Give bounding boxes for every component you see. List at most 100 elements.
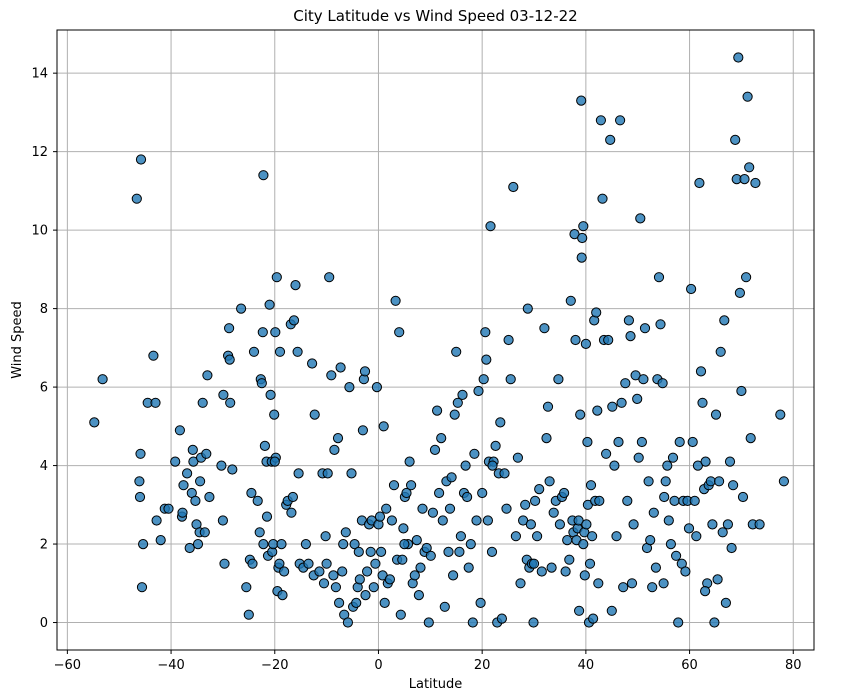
y-axis-ticks: 0 2 4 6 8 10 12 14 [31,67,57,631]
data-point [444,503,456,514]
data-point [720,597,732,609]
data-point [585,480,597,491]
data-point [340,527,351,538]
data-point [439,601,450,612]
data-point [508,181,519,193]
data-point [565,295,576,306]
data-point [734,287,746,298]
data-point [395,609,406,620]
data-point [584,558,596,569]
data-point [607,401,618,412]
data-point [155,535,166,546]
data-point [322,468,333,479]
data-point [632,393,643,404]
data-point [270,327,281,338]
data-point [655,319,666,330]
data-point [623,315,635,326]
data-point [775,409,786,420]
data-point [499,468,510,479]
data-point [580,338,592,349]
data-point [481,354,492,365]
data-point [478,374,489,385]
data-point [276,539,287,550]
y-tick-label: 6 [40,381,48,396]
data-point [665,539,677,550]
data-point [397,554,408,565]
data-point [434,487,445,499]
y-tick-label: 12 [31,145,48,160]
data-point [724,456,736,467]
data-point [184,542,195,554]
data-point [722,519,734,530]
data-point [241,582,252,593]
data-point [633,452,644,463]
data-point [195,476,206,487]
y-tick-label: 10 [31,224,48,239]
data-point [736,385,747,397]
data-point [505,374,516,385]
chart-title: City Latitude vs Wind Speed 03-12-22 [293,7,577,25]
data-point [477,487,488,499]
data-point [97,374,108,385]
data-point [605,134,616,145]
data-point [591,307,602,318]
data-point [338,539,349,550]
data-point [697,397,708,408]
data-point [577,232,588,244]
data-point [564,554,575,565]
data-point [406,480,417,491]
data-point [534,484,545,495]
plot-frame [56,29,815,651]
data-point [256,378,267,389]
data-point [390,295,401,306]
data-point [378,421,389,432]
data-point [449,409,460,420]
data-point [274,558,285,569]
data-point [680,566,691,577]
data-point [192,539,204,550]
data-point [510,531,522,542]
data-point [686,283,697,295]
data-point [626,578,638,589]
data-point [254,527,265,538]
data-point [292,346,303,357]
data-point [274,346,286,357]
data-point [357,425,368,436]
data-point [320,531,331,542]
data-point [174,425,185,436]
data-point [134,491,146,503]
x-tick-label: 20 [474,658,491,673]
data-point [182,468,193,479]
data-point [628,519,639,530]
x-tick-label: 40 [578,658,595,673]
data-point [243,609,254,620]
data-point [754,519,765,530]
data-point [709,617,720,628]
data-point [733,52,744,63]
data-point [454,546,465,558]
data-point [277,590,288,601]
data-point [578,539,589,550]
data-point [448,570,459,581]
data-point [303,558,314,569]
data-point [689,495,700,506]
data-point [594,495,605,506]
data-point [344,382,355,393]
grid-lines [57,30,814,650]
data-point [460,460,471,471]
data-point [475,597,486,609]
data-point [554,519,566,530]
data-point [376,546,387,558]
data-point [388,480,400,491]
y-tick-label: 2 [40,538,48,553]
data-point [495,417,506,428]
data-point [618,582,629,593]
data-point [236,303,247,314]
data-point [269,409,280,420]
data-point [525,519,537,530]
data-point [695,366,707,377]
data-point [487,460,498,471]
data-point [423,617,434,628]
x-tick-label: 60 [681,658,698,673]
data-point [443,546,454,558]
